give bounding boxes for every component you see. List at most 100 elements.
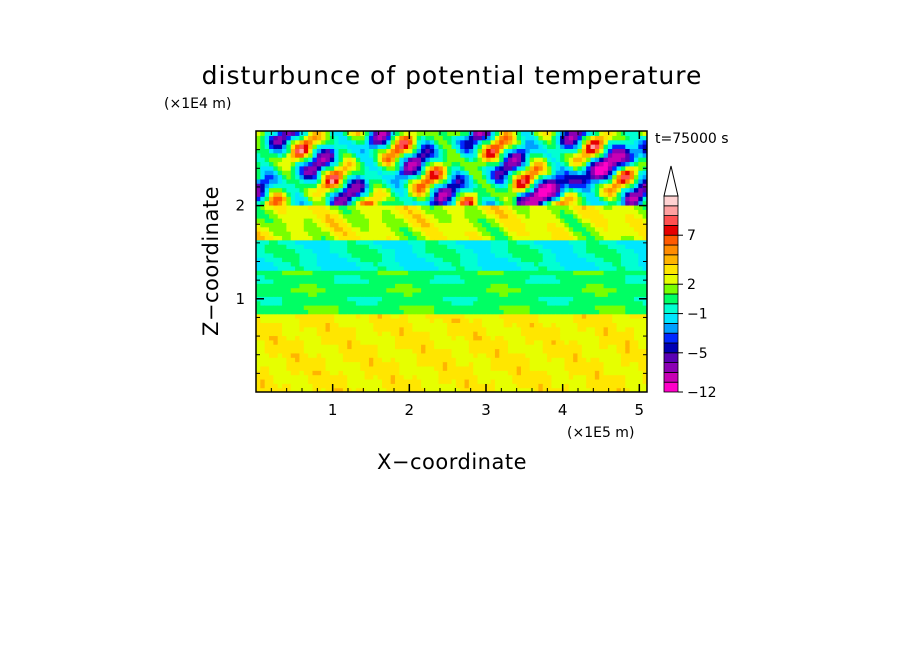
heatmap-cell xyxy=(612,313,618,319)
heatmap-cell xyxy=(355,218,361,223)
heatmap-cell xyxy=(377,287,383,293)
heatmap-cell xyxy=(308,322,314,328)
heatmap-cell xyxy=(325,283,331,289)
heatmap-cell xyxy=(547,204,553,210)
heatmap-cell xyxy=(494,296,500,302)
heatmap-cell xyxy=(555,170,561,176)
heatmap-cell xyxy=(429,204,435,210)
heatmap-cell xyxy=(568,165,574,171)
heatmap-cell xyxy=(421,339,427,345)
heatmap-cell xyxy=(547,339,553,345)
heatmap-cell xyxy=(503,218,509,223)
heatmap-cell xyxy=(481,144,487,149)
heatmap-cell xyxy=(551,170,557,176)
heatmap-cell xyxy=(325,291,331,297)
heatmap-cell xyxy=(438,265,444,271)
heatmap-cell xyxy=(264,139,270,145)
heatmap-cell xyxy=(425,287,431,293)
heatmap-cell xyxy=(547,331,553,337)
heatmap-cell xyxy=(390,218,396,223)
heatmap-cell xyxy=(364,248,370,254)
heatmap-cell xyxy=(438,200,444,206)
heatmap-cell xyxy=(308,139,314,145)
heatmap-cell xyxy=(568,174,574,180)
heatmap-cell xyxy=(534,296,539,302)
heatmap-cell xyxy=(468,331,474,337)
heatmap-cell xyxy=(590,261,596,267)
heatmap-cell xyxy=(399,200,405,206)
heatmap-cell xyxy=(568,187,574,193)
heatmap-cell xyxy=(586,370,592,376)
heatmap-cell xyxy=(590,157,596,163)
heatmap-cell xyxy=(603,331,609,337)
heatmap-cell xyxy=(555,231,561,236)
heatmap-cell xyxy=(451,291,457,297)
heatmap-cell xyxy=(373,300,379,306)
heatmap-cell xyxy=(438,344,444,350)
heatmap-cell xyxy=(499,296,505,302)
heatmap-cell xyxy=(399,335,405,341)
heatmap-cell xyxy=(277,374,283,380)
heatmap-cell xyxy=(290,352,296,358)
heatmap-cell xyxy=(368,352,374,358)
heatmap-cell xyxy=(421,252,427,258)
heatmap-cell xyxy=(521,344,526,350)
heatmap-cell xyxy=(547,200,553,206)
heatmap-cell xyxy=(464,296,470,302)
heatmap-cell xyxy=(342,148,348,154)
heatmap-cell xyxy=(299,274,305,280)
heatmap-cell xyxy=(599,252,605,258)
heatmap-cell xyxy=(490,326,496,332)
heatmap-cell xyxy=(525,191,531,197)
heatmap-cell xyxy=(560,287,566,293)
heatmap-cell xyxy=(603,213,609,219)
heatmap-cell xyxy=(303,309,309,315)
heatmap-cell xyxy=(351,144,357,149)
heatmap-cell xyxy=(347,344,353,350)
heatmap-cell xyxy=(494,213,500,219)
heatmap-cell xyxy=(273,291,279,297)
heatmap-cell xyxy=(438,139,444,145)
heatmap-cell xyxy=(395,183,400,189)
heatmap-cell xyxy=(581,148,587,154)
heatmap-cell xyxy=(342,305,348,310)
heatmap-cell xyxy=(338,226,344,232)
heatmap-cell xyxy=(455,331,461,337)
heatmap-cell xyxy=(381,296,387,302)
heatmap-cell xyxy=(529,252,535,258)
heatmap-cell xyxy=(408,278,413,284)
heatmap-cell xyxy=(308,170,314,176)
heatmap-cell xyxy=(355,331,361,337)
heatmap-cell xyxy=(299,278,305,284)
heatmap-cell xyxy=(416,157,422,163)
heatmap-cell xyxy=(603,300,609,306)
heatmap-cell xyxy=(408,374,413,380)
heatmap-cell xyxy=(581,196,587,202)
heatmap-cell xyxy=(590,257,596,263)
heatmap-cell xyxy=(273,309,279,315)
heatmap-cell xyxy=(299,378,305,384)
heatmap-cell xyxy=(347,283,353,289)
heatmap-cell xyxy=(395,370,400,376)
heatmap-cell xyxy=(342,257,348,263)
heatmap-cell xyxy=(273,152,279,158)
heatmap-cell xyxy=(290,152,296,158)
heatmap-cell xyxy=(525,383,531,389)
heatmap-cell xyxy=(507,157,513,163)
heatmap-cell xyxy=(451,244,457,250)
heatmap-cell xyxy=(521,283,526,289)
heatmap-cell xyxy=(451,152,457,158)
heatmap-cell xyxy=(355,365,361,371)
heatmap-cell xyxy=(256,318,261,323)
heatmap-cell xyxy=(408,161,413,167)
heatmap-cell xyxy=(534,305,539,310)
heatmap-cell xyxy=(603,244,609,250)
heatmap-cell xyxy=(503,244,509,250)
heatmap-cell xyxy=(564,291,570,297)
heatmap-cell xyxy=(507,318,513,323)
heatmap-cell xyxy=(277,387,283,392)
heatmap-cell xyxy=(368,131,374,136)
heatmap-cell xyxy=(299,200,305,206)
heatmap-cell xyxy=(364,131,370,136)
heatmap-cell xyxy=(616,352,622,358)
